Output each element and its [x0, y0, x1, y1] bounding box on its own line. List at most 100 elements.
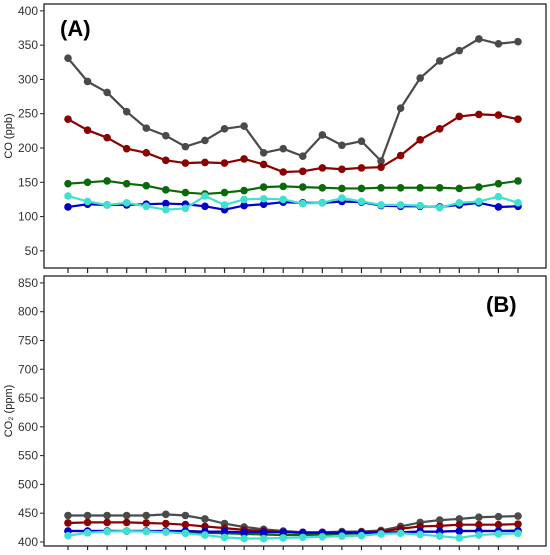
data-point-b-0	[201, 515, 209, 523]
y-axis-title-a: CO (ppb)	[3, 113, 15, 158]
panel-b: 400 450 500 550 600 650 700 750 800 850 CO₂ (ppm) (…	[3, 275, 547, 551]
data-point-a-1	[475, 110, 483, 119]
data-point-b-0	[455, 515, 464, 523]
data-point-b-4	[455, 534, 464, 542]
y-tick-label-b: 850	[18, 276, 38, 290]
data-point-a-0	[162, 131, 170, 140]
data-point-a-1	[514, 115, 522, 123]
data-point-b-4	[64, 531, 72, 540]
data-point-a-2	[259, 183, 268, 191]
data-point-b-0	[181, 511, 190, 520]
data-point-a-2	[103, 177, 111, 185]
data-point-b-4	[435, 532, 444, 541]
data-point-b-1	[103, 518, 111, 527]
data-point-b-4	[162, 528, 170, 536]
data-point-a-4	[475, 197, 483, 206]
data-point-b-4	[142, 527, 151, 536]
data-point-a-0	[377, 157, 385, 165]
data-point-a-2	[240, 186, 248, 195]
data-point-b-0	[162, 510, 170, 519]
data-point-a-4	[220, 201, 229, 209]
data-point-a-4	[64, 192, 72, 200]
data-point-a-0	[357, 137, 366, 145]
data-point-a-0	[396, 104, 405, 113]
data-point-a-1	[494, 111, 503, 119]
data-point-a-2	[220, 188, 229, 197]
data-point-b-3	[455, 527, 464, 535]
data-point-a-2	[298, 183, 307, 191]
data-point-a-0	[103, 88, 111, 97]
data-point-a-0	[240, 122, 248, 130]
data-point-b-4	[181, 529, 190, 538]
data-point-b-4	[396, 529, 405, 538]
data-point-a-2	[416, 183, 424, 192]
data-point-a-1	[181, 159, 190, 167]
data-point-a-2	[396, 183, 405, 192]
data-point-a-2	[64, 179, 72, 188]
data-point-a-1	[435, 125, 444, 133]
data-point-a-4	[514, 199, 522, 207]
panel-label-a: (A)	[60, 16, 91, 41]
data-point-a-1	[162, 156, 170, 165]
data-point-a-1	[338, 165, 346, 174]
data-point-b-1	[475, 520, 483, 529]
data-point-b-4	[475, 531, 483, 539]
data-point-b-4	[83, 528, 92, 537]
data-point-b-4	[377, 530, 385, 538]
data-point-a-1	[259, 160, 268, 169]
y-tick-label-a: 350	[18, 38, 38, 52]
data-point-a-4	[377, 201, 385, 209]
y-tick-label-b: 800	[18, 305, 38, 319]
data-point-a-2	[122, 179, 131, 188]
data-point-a-2	[514, 177, 522, 185]
data-point-a-0	[514, 37, 522, 46]
data-point-a-1	[377, 163, 385, 171]
data-point-a-4	[142, 202, 151, 211]
data-point-a-0	[435, 57, 444, 65]
data-point-a-3	[162, 199, 170, 208]
data-point-b-4	[279, 534, 288, 542]
panel-a: 50 100 150 200 250 300 350 400 CO (ppb) (A)	[3, 3, 547, 273]
data-point-a-1	[416, 135, 424, 144]
data-point-a-1	[455, 112, 464, 121]
data-point-a-3	[259, 200, 268, 209]
data-point-a-4	[83, 197, 92, 206]
data-point-b-4	[514, 529, 522, 538]
y-axis-title-b: CO₂ (ppm)	[3, 385, 15, 438]
data-point-a-0	[259, 149, 268, 157]
series-line-a-0	[67, 37, 519, 163]
data-point-b-3	[259, 528, 268, 536]
data-point-a-2	[338, 184, 346, 193]
y-tick-label-b: 450	[18, 506, 38, 520]
data-point-a-1	[298, 167, 307, 176]
data-point-a-4	[455, 199, 464, 207]
data-point-b-3	[279, 528, 288, 536]
data-point-a-0	[83, 77, 92, 86]
data-point-a-4	[318, 199, 327, 207]
data-point-a-4	[435, 203, 444, 212]
data-point-b-1	[142, 519, 151, 527]
data-point-b-1	[514, 520, 522, 528]
data-point-a-3	[240, 201, 248, 210]
data-point-a-0	[455, 46, 464, 55]
data-point-a-0	[220, 125, 229, 133]
data-point-b-4	[318, 532, 327, 541]
data-point-a-4	[298, 199, 307, 208]
data-point-a-1	[357, 164, 366, 172]
y-tick-label-a: 200	[18, 141, 38, 155]
data-point-b-4	[416, 530, 424, 539]
data-point-b-0	[122, 511, 131, 520]
data-point-a-4	[494, 192, 503, 201]
panel-label-b: (B)	[486, 292, 517, 317]
series-line-a-1	[67, 113, 519, 174]
data-point-b-1	[435, 522, 444, 530]
data-point-a-4	[240, 195, 248, 204]
data-point-a-0	[279, 144, 288, 153]
data-point-a-0	[122, 107, 131, 116]
data-point-b-4	[298, 533, 307, 542]
data-point-b-1	[494, 520, 503, 529]
data-point-a-1	[279, 168, 288, 176]
data-point-a-0	[142, 124, 151, 132]
data-point-a-4	[338, 194, 346, 202]
